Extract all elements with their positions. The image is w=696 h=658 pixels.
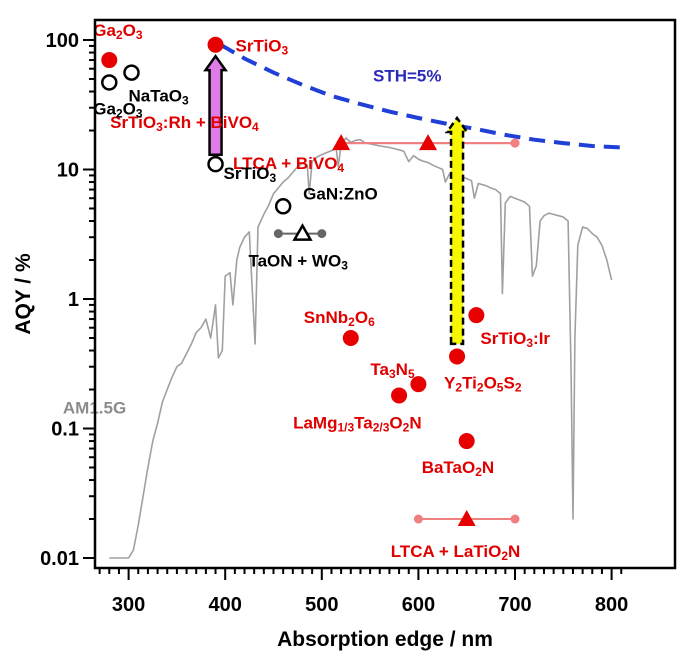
x-tick-label: 400 [209, 594, 242, 616]
y2ti2o5s2-label: Y2Ti2O5S2 [444, 373, 522, 394]
taon-wo3-min-dot [273, 229, 283, 239]
ta3n5-label: Ta3N5 [370, 360, 415, 381]
taon-wo3-marker [292, 223, 313, 241]
y-tick-label: 0.1 [51, 419, 79, 441]
lamgta-marker [391, 387, 408, 404]
x-tick-label: 300 [112, 594, 145, 616]
snnb2o6-marker [342, 329, 359, 346]
ga2o3-red-marker [101, 52, 118, 69]
x-axis-title: Absorption edge / nm [277, 628, 493, 651]
srtio3-ir-label: SrTiO3:Ir [480, 329, 550, 350]
y-axis-title: AQY / % [12, 253, 35, 335]
ltca-latio2n-min-dot [413, 514, 423, 524]
srtio3-black-label: SrTiO3 [224, 164, 277, 185]
ga2o3-black-label: Ga2O3 [93, 99, 143, 120]
srtio3-rh-bivo4-label: SrTiO3:Rh + BiVO4 [110, 113, 259, 134]
gan-zno-marker [274, 198, 292, 215]
gan-zno-label: GaN:ZnO [303, 184, 378, 203]
y-tick-label: 100 [46, 30, 79, 52]
ltca-bivo4-marker [419, 134, 438, 151]
y2ti2o5s2-marker [449, 348, 466, 365]
ltca-latio2n-marker [457, 510, 476, 527]
natao3-marker [123, 64, 140, 81]
y-tick-label: 0.01 [40, 548, 79, 570]
y-tick-label: 1 [68, 289, 79, 311]
x-tick-label: 500 [305, 594, 338, 616]
srtio3-ir-marker [468, 307, 485, 324]
arrow-srtio3 [203, 54, 228, 156]
ga2o3-black-marker [101, 74, 118, 91]
lamgta-label: LaMg1/3Ta2/3O2N [293, 413, 422, 434]
x-tick-label: 800 [595, 594, 628, 616]
ltca-latio2n-max-dot [510, 514, 520, 524]
y-tick-label: 10 [57, 160, 79, 182]
sth-label: STH=5% [373, 66, 442, 85]
ltca-bivo4-max-dot [510, 138, 520, 148]
ga2o3-red-label: Ga2O3 [93, 21, 143, 42]
srtio3-red-marker [207, 36, 224, 53]
snnb2o6-label: SnNb2O6 [304, 308, 375, 329]
x-tick-label: 700 [498, 594, 531, 616]
srtio3-black-marker [207, 155, 224, 173]
arrow-y2ti2o5s2 [444, 115, 470, 346]
x-tick-label: 600 [402, 594, 435, 616]
taon-wo3-label: TaON + WO3 [248, 252, 348, 273]
plot-frame [93, 18, 677, 570]
ta3n5-marker [410, 376, 427, 393]
taon-wo3-max-dot [317, 229, 327, 239]
batao2n-label: BaTaO2N [422, 458, 495, 479]
batao2n-marker [458, 433, 475, 450]
ltca-bivo4-label: LTCA + BiVO4 [233, 154, 344, 175]
natao3-label: NaTaO3 [128, 87, 189, 108]
srtio3-rh-bivo4-marker [332, 134, 351, 151]
sth-curve [219, 42, 622, 150]
srtio3-red-label: SrTiO3 [236, 37, 289, 58]
ltca-latio2n-label: LTCA + LaTiO2N [391, 542, 521, 563]
